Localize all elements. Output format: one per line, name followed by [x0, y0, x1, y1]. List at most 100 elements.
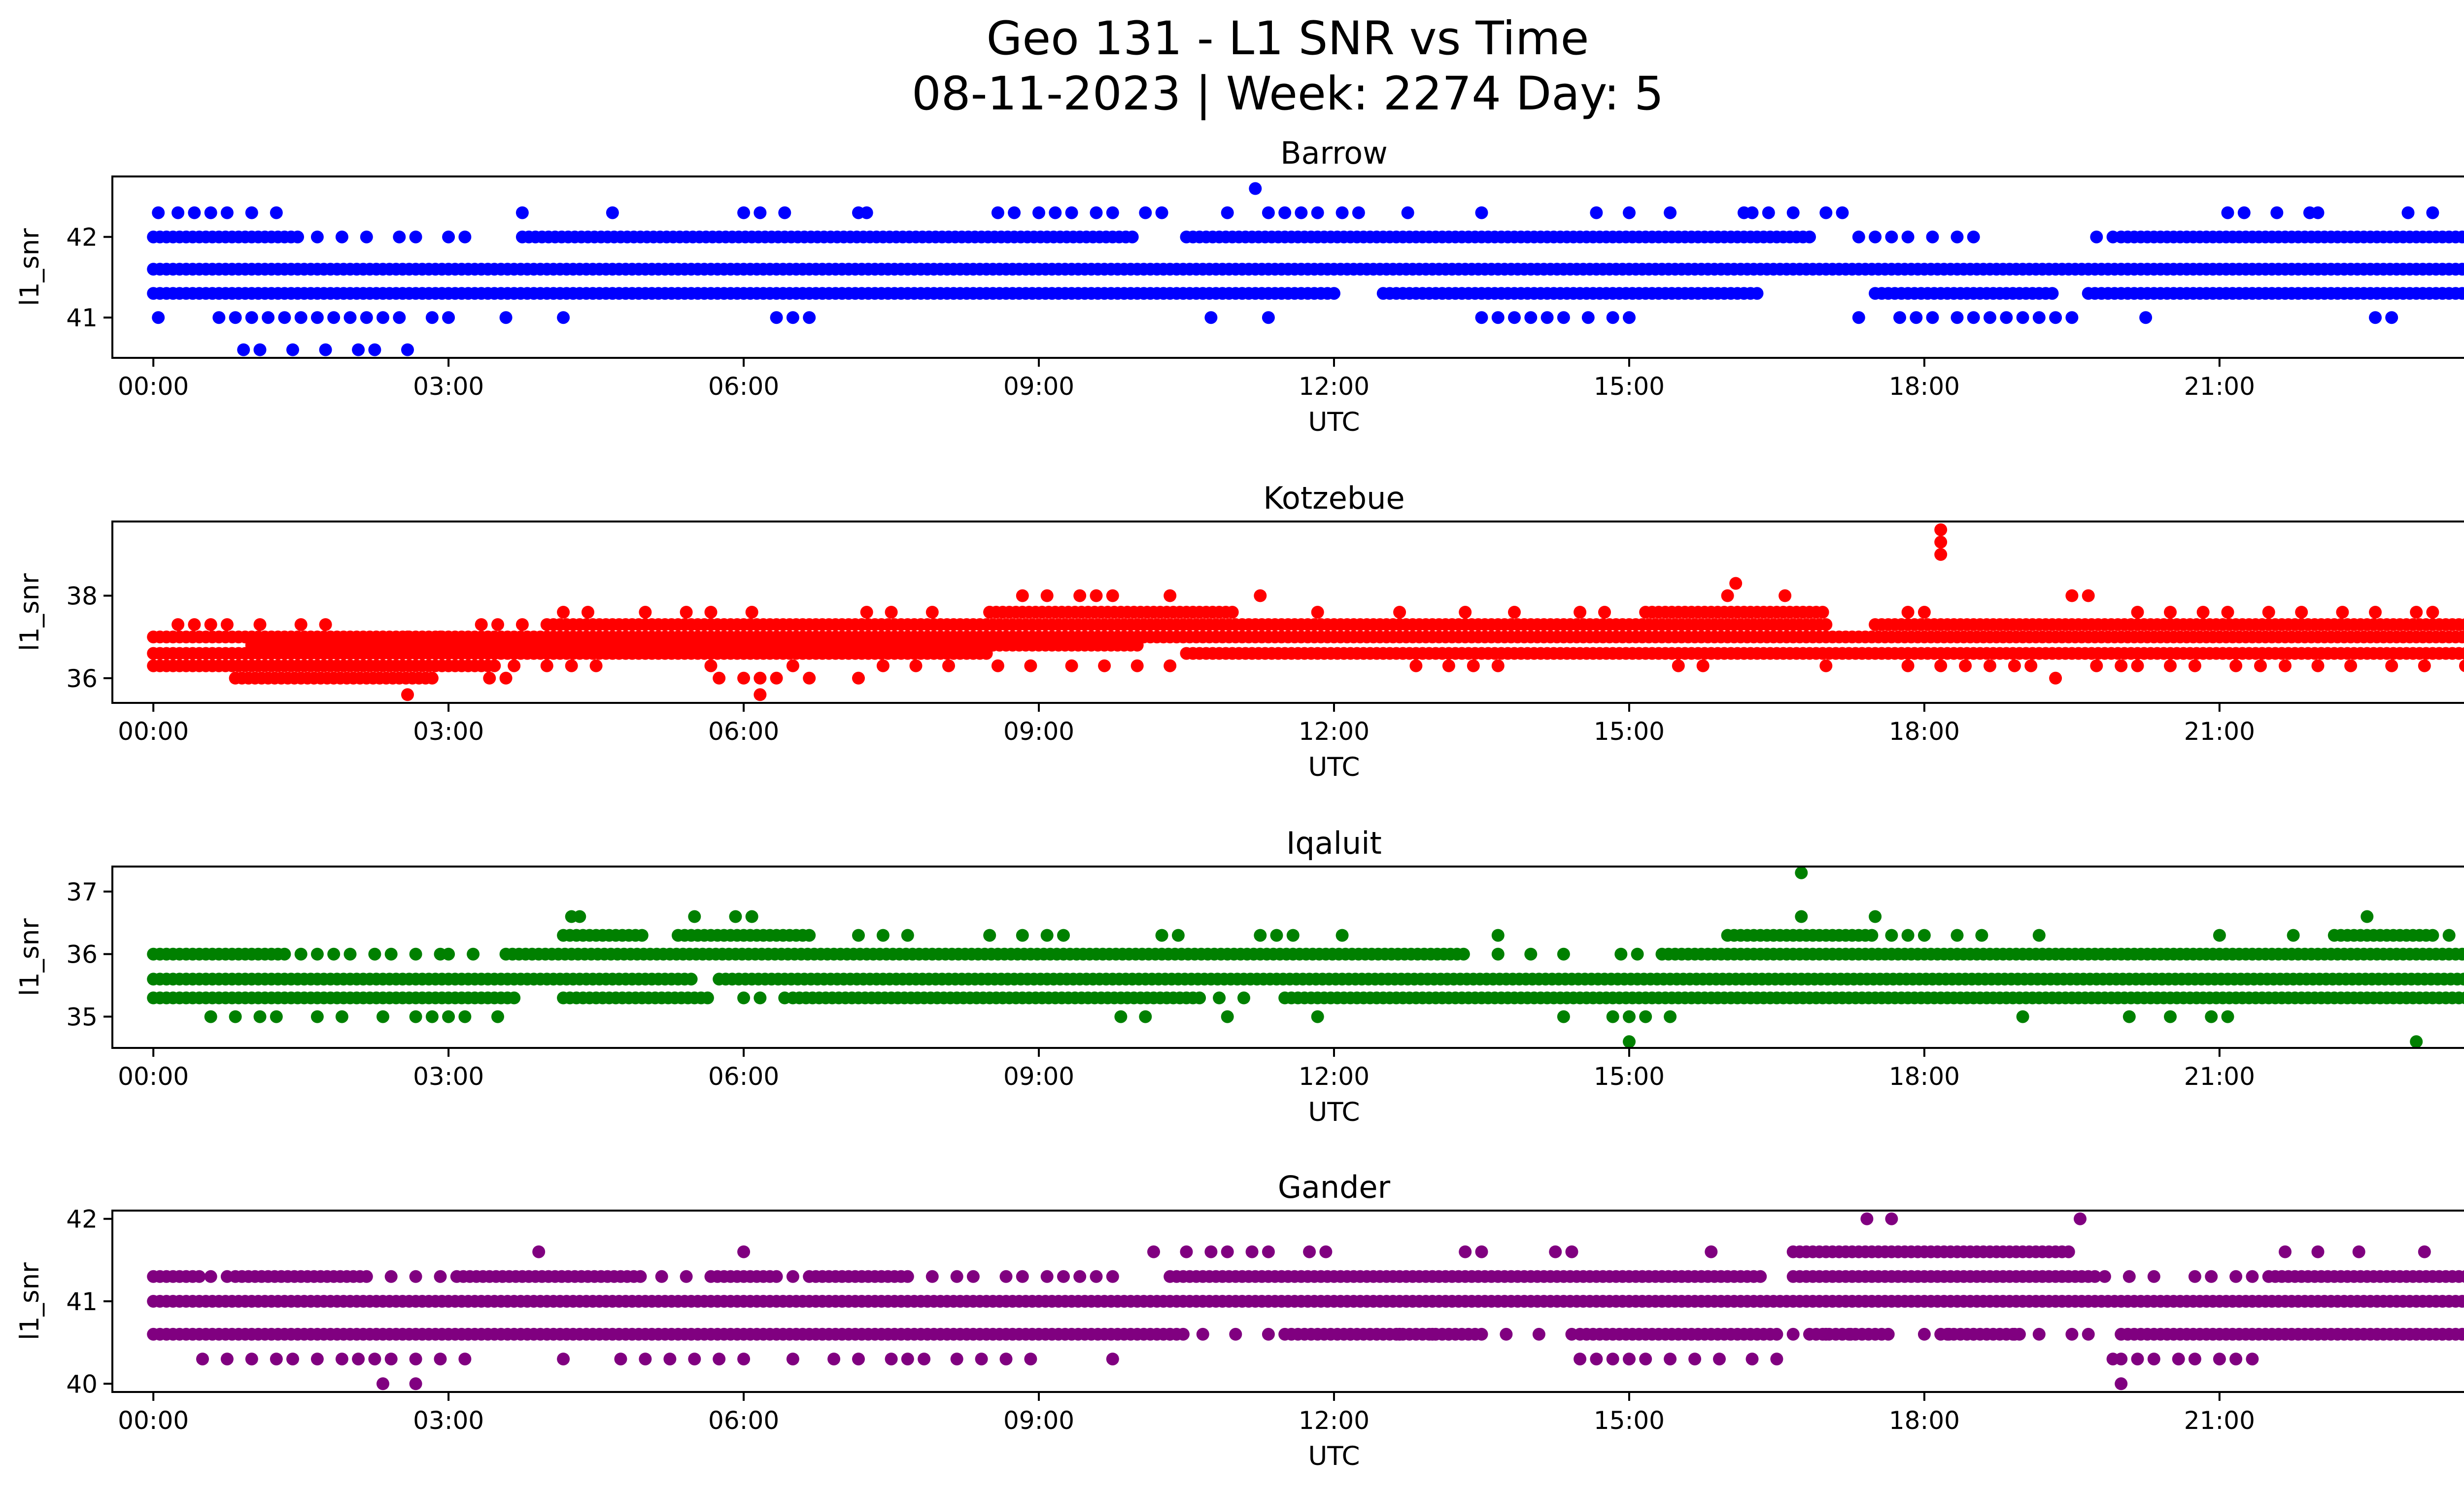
data-point: [2164, 659, 2177, 672]
data-point: [1975, 929, 1988, 942]
data-point: [1745, 1353, 1759, 1366]
data-point: [335, 1010, 348, 1023]
scatter-points: [147, 182, 2464, 356]
data-point: [2270, 206, 2284, 219]
data-point: [1598, 606, 1611, 619]
data-point: [475, 618, 488, 631]
data-point: [204, 206, 217, 219]
data-point: [2090, 230, 2103, 243]
data-point: [557, 1353, 570, 1366]
data-point: [2016, 1010, 2029, 1023]
data-point: [335, 1353, 348, 1366]
data-point: [401, 630, 414, 644]
data-point-band-2: [193, 1270, 206, 1283]
data-point: [1860, 1212, 1874, 1225]
data-point: [2188, 1270, 2201, 1283]
y-tick-label: 42: [66, 1205, 98, 1234]
data-point: [1705, 1245, 1718, 1258]
data-point: [1335, 206, 1349, 219]
data-point: [1491, 311, 1505, 324]
data-point: [2188, 659, 2201, 672]
data-point-band-1: [2462, 289, 2464, 298]
data-point: [204, 618, 217, 631]
data-point: [1491, 947, 1505, 961]
data-point-band-1: [1770, 1327, 1783, 1341]
data-point: [294, 618, 308, 631]
data-point: [384, 947, 398, 961]
data-point: [786, 1353, 799, 1366]
data-point: [310, 230, 324, 243]
data-point: [1254, 589, 1267, 602]
data-point: [442, 947, 455, 961]
data-point: [409, 1270, 422, 1283]
data-point: [918, 1353, 931, 1366]
data-point: [778, 991, 791, 1005]
data-point: [2049, 671, 2062, 685]
y-tick-label: 35: [66, 1003, 98, 1032]
data-point: [2279, 1245, 2292, 1258]
data-point: [1967, 230, 1980, 243]
data-point: [876, 659, 890, 672]
data-point: [425, 1010, 439, 1023]
data-point-band-2: [2462, 232, 2464, 242]
y-tick-label: 37: [66, 878, 98, 906]
data-point: [1040, 1270, 1054, 1283]
data-point: [1475, 311, 1488, 324]
data-point: [1836, 206, 1849, 219]
data-point: [1819, 1327, 1833, 1341]
data-point: [1770, 1353, 1783, 1366]
data-point: [778, 206, 791, 219]
data-point-band-4: [1130, 638, 1144, 652]
data-point: [2024, 659, 2038, 672]
x-tick-label: 18:00: [1889, 1406, 1960, 1435]
data-point: [2336, 606, 2349, 619]
data-point: [2246, 1353, 2259, 1366]
data-point: [2131, 606, 2144, 619]
data-point: [1352, 206, 1365, 219]
data-point: [2361, 910, 2374, 923]
data-point: [2008, 1327, 2021, 1341]
data-point: [2213, 1353, 2226, 1366]
data-point: [204, 1270, 217, 1283]
data-point: [220, 1353, 234, 1366]
data-point: [680, 1270, 693, 1283]
x-tick-label: 12:00: [1299, 1406, 1369, 1435]
data-point: [1278, 206, 1292, 219]
data-point: [1491, 929, 1505, 942]
y-tick-label: 36: [66, 664, 98, 693]
data-point: [639, 606, 652, 619]
data-point: [1057, 929, 1070, 942]
data-point: [983, 929, 996, 942]
x-tick-label: 03:00: [413, 1062, 484, 1091]
data-point-band-2: [2456, 230, 2464, 243]
data-point: [515, 206, 529, 219]
data-point: [1852, 311, 1865, 324]
data-point: [2032, 311, 2046, 324]
data-point: [1623, 311, 1636, 324]
data-point-band-6: [1816, 606, 1829, 619]
data-point: [1614, 947, 1628, 961]
data-point: [909, 659, 923, 672]
data-point: [2090, 659, 2103, 672]
x-tick-label: 21:00: [2184, 717, 2255, 746]
data-point: [1688, 1353, 1702, 1366]
data-point: [1106, 589, 1119, 602]
data-point: [1967, 1327, 1980, 1341]
data-point: [188, 618, 201, 631]
data-point: [2221, 606, 2234, 619]
data-point: [852, 1353, 865, 1366]
data-point-band-1: [2456, 287, 2464, 300]
data-point: [614, 1353, 627, 1366]
data-point: [1311, 1010, 1324, 1023]
data-point: [1171, 929, 1185, 942]
data-point: [458, 1010, 472, 1023]
data-point: [2344, 659, 2358, 672]
x-tick-label: 12:00: [1299, 717, 1369, 746]
data-point: [434, 1270, 447, 1283]
data-point: [1262, 311, 1275, 324]
data-point: [319, 618, 332, 631]
data-point: [885, 606, 898, 619]
data-point: [220, 618, 234, 631]
data-point-band-6: [1226, 606, 1239, 619]
